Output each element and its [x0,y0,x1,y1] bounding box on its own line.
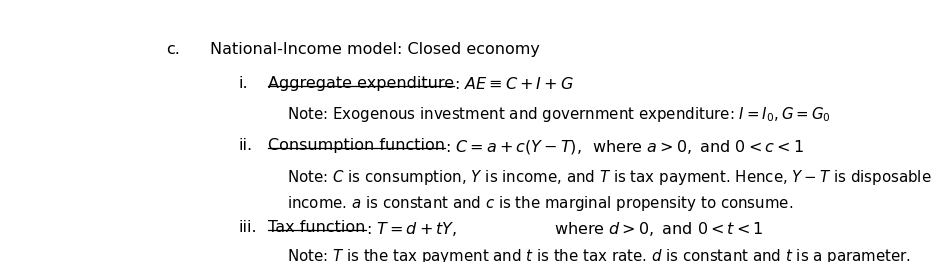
Text: i.: i. [239,76,248,91]
Text: : $AE \equiv C + I + G$: : $AE \equiv C + I + G$ [454,76,574,92]
Text: iii.: iii. [239,220,258,235]
Text: Aggregate expenditure: Aggregate expenditure [268,76,454,91]
Text: where $d > 0,$ and $0 < t < 1$: where $d > 0,$ and $0 < t < 1$ [553,220,763,238]
Text: : $C = a + c(Y - T),$: : $C = a + c(Y - T),$ [445,138,582,156]
Text: ii.: ii. [239,138,253,153]
Text: where $a > 0,$ and $0 < c < 1$: where $a > 0,$ and $0 < c < 1$ [582,138,803,156]
Text: Note: $C$ is consumption, $Y$ is income, and $T$ is tax payment. Hence, $Y - T$ : Note: $C$ is consumption, $Y$ is income,… [286,168,930,187]
Text: : $T = d + tY,$: : $T = d + tY,$ [365,220,456,238]
Text: Note: Exogenous investment and government expenditure: $I = I_0, G = G_0$: Note: Exogenous investment and governmen… [286,105,830,124]
Text: Note: $T$ is the tax payment and $t$ is the tax rate. $d$ is constant and $t$ is: Note: $T$ is the tax payment and $t$ is … [286,247,909,262]
Text: Consumption function: Consumption function [268,138,445,153]
Text: income. $a$ is constant and $c$ is the marginal propensity to consume.: income. $a$ is constant and $c$ is the m… [286,194,792,213]
Text: Tax function: Tax function [268,220,365,235]
Text: National-Income model: Closed economy: National-Income model: Closed economy [210,42,539,57]
Text: c.: c. [165,42,179,57]
